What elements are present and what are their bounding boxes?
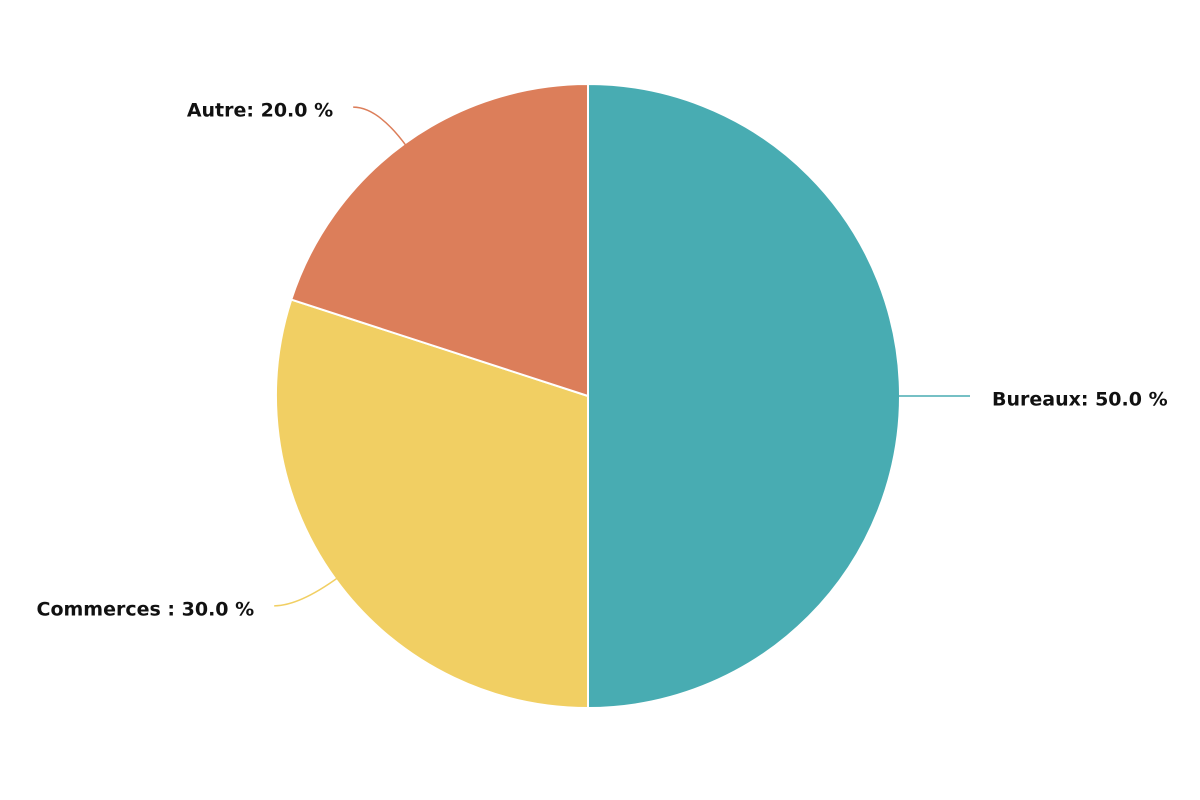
pie-slice xyxy=(587,82,901,710)
leader-line xyxy=(353,106,408,148)
slice-label: Autre: 20.0 % xyxy=(187,100,333,122)
slice-label: Bureaux: 50.0 % xyxy=(992,389,1168,411)
leader-line xyxy=(274,576,340,607)
slice-label: Commerces : 30.0 % xyxy=(37,598,255,620)
